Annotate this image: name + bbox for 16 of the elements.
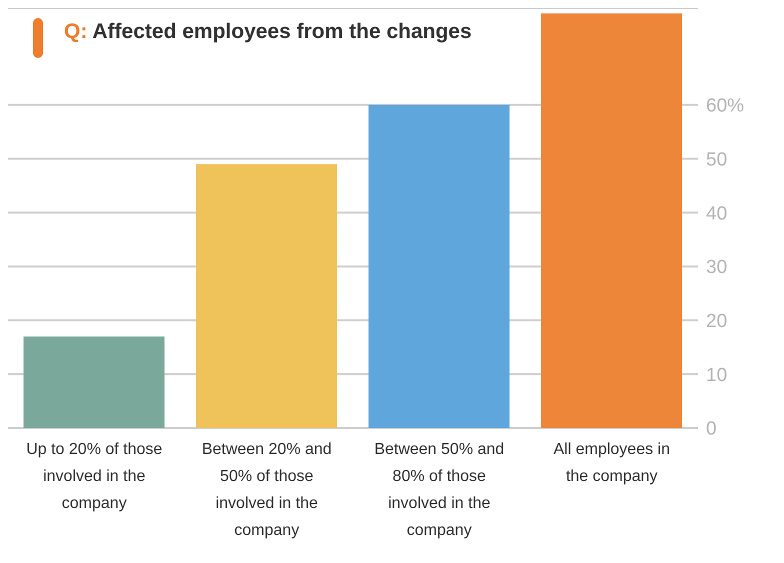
y-tick-label: 40 xyxy=(706,203,728,224)
bar xyxy=(196,164,338,428)
y-tick-label: 60% xyxy=(706,96,744,117)
x-tick-label: Between 50% and 80% of those involved in the company xyxy=(374,441,504,539)
y-tick-label: 20 xyxy=(706,311,728,332)
x-tick-label: Between 20% and 50% of those involved in the company xyxy=(202,441,332,539)
y-tick-label: 10 xyxy=(706,364,728,386)
bar xyxy=(368,104,510,428)
x-tick-label: Up to 20% of those involved in the company xyxy=(26,441,162,512)
bar xyxy=(24,336,165,428)
y-tick-label: 30 xyxy=(706,257,728,278)
y-tick-label: 0 xyxy=(706,418,717,440)
bar xyxy=(541,13,682,428)
x-tick-label: All employees in the company xyxy=(554,441,670,485)
y-tick-label: 50 xyxy=(706,150,728,171)
text: Q: Affected employees from the changes xyxy=(64,20,472,44)
